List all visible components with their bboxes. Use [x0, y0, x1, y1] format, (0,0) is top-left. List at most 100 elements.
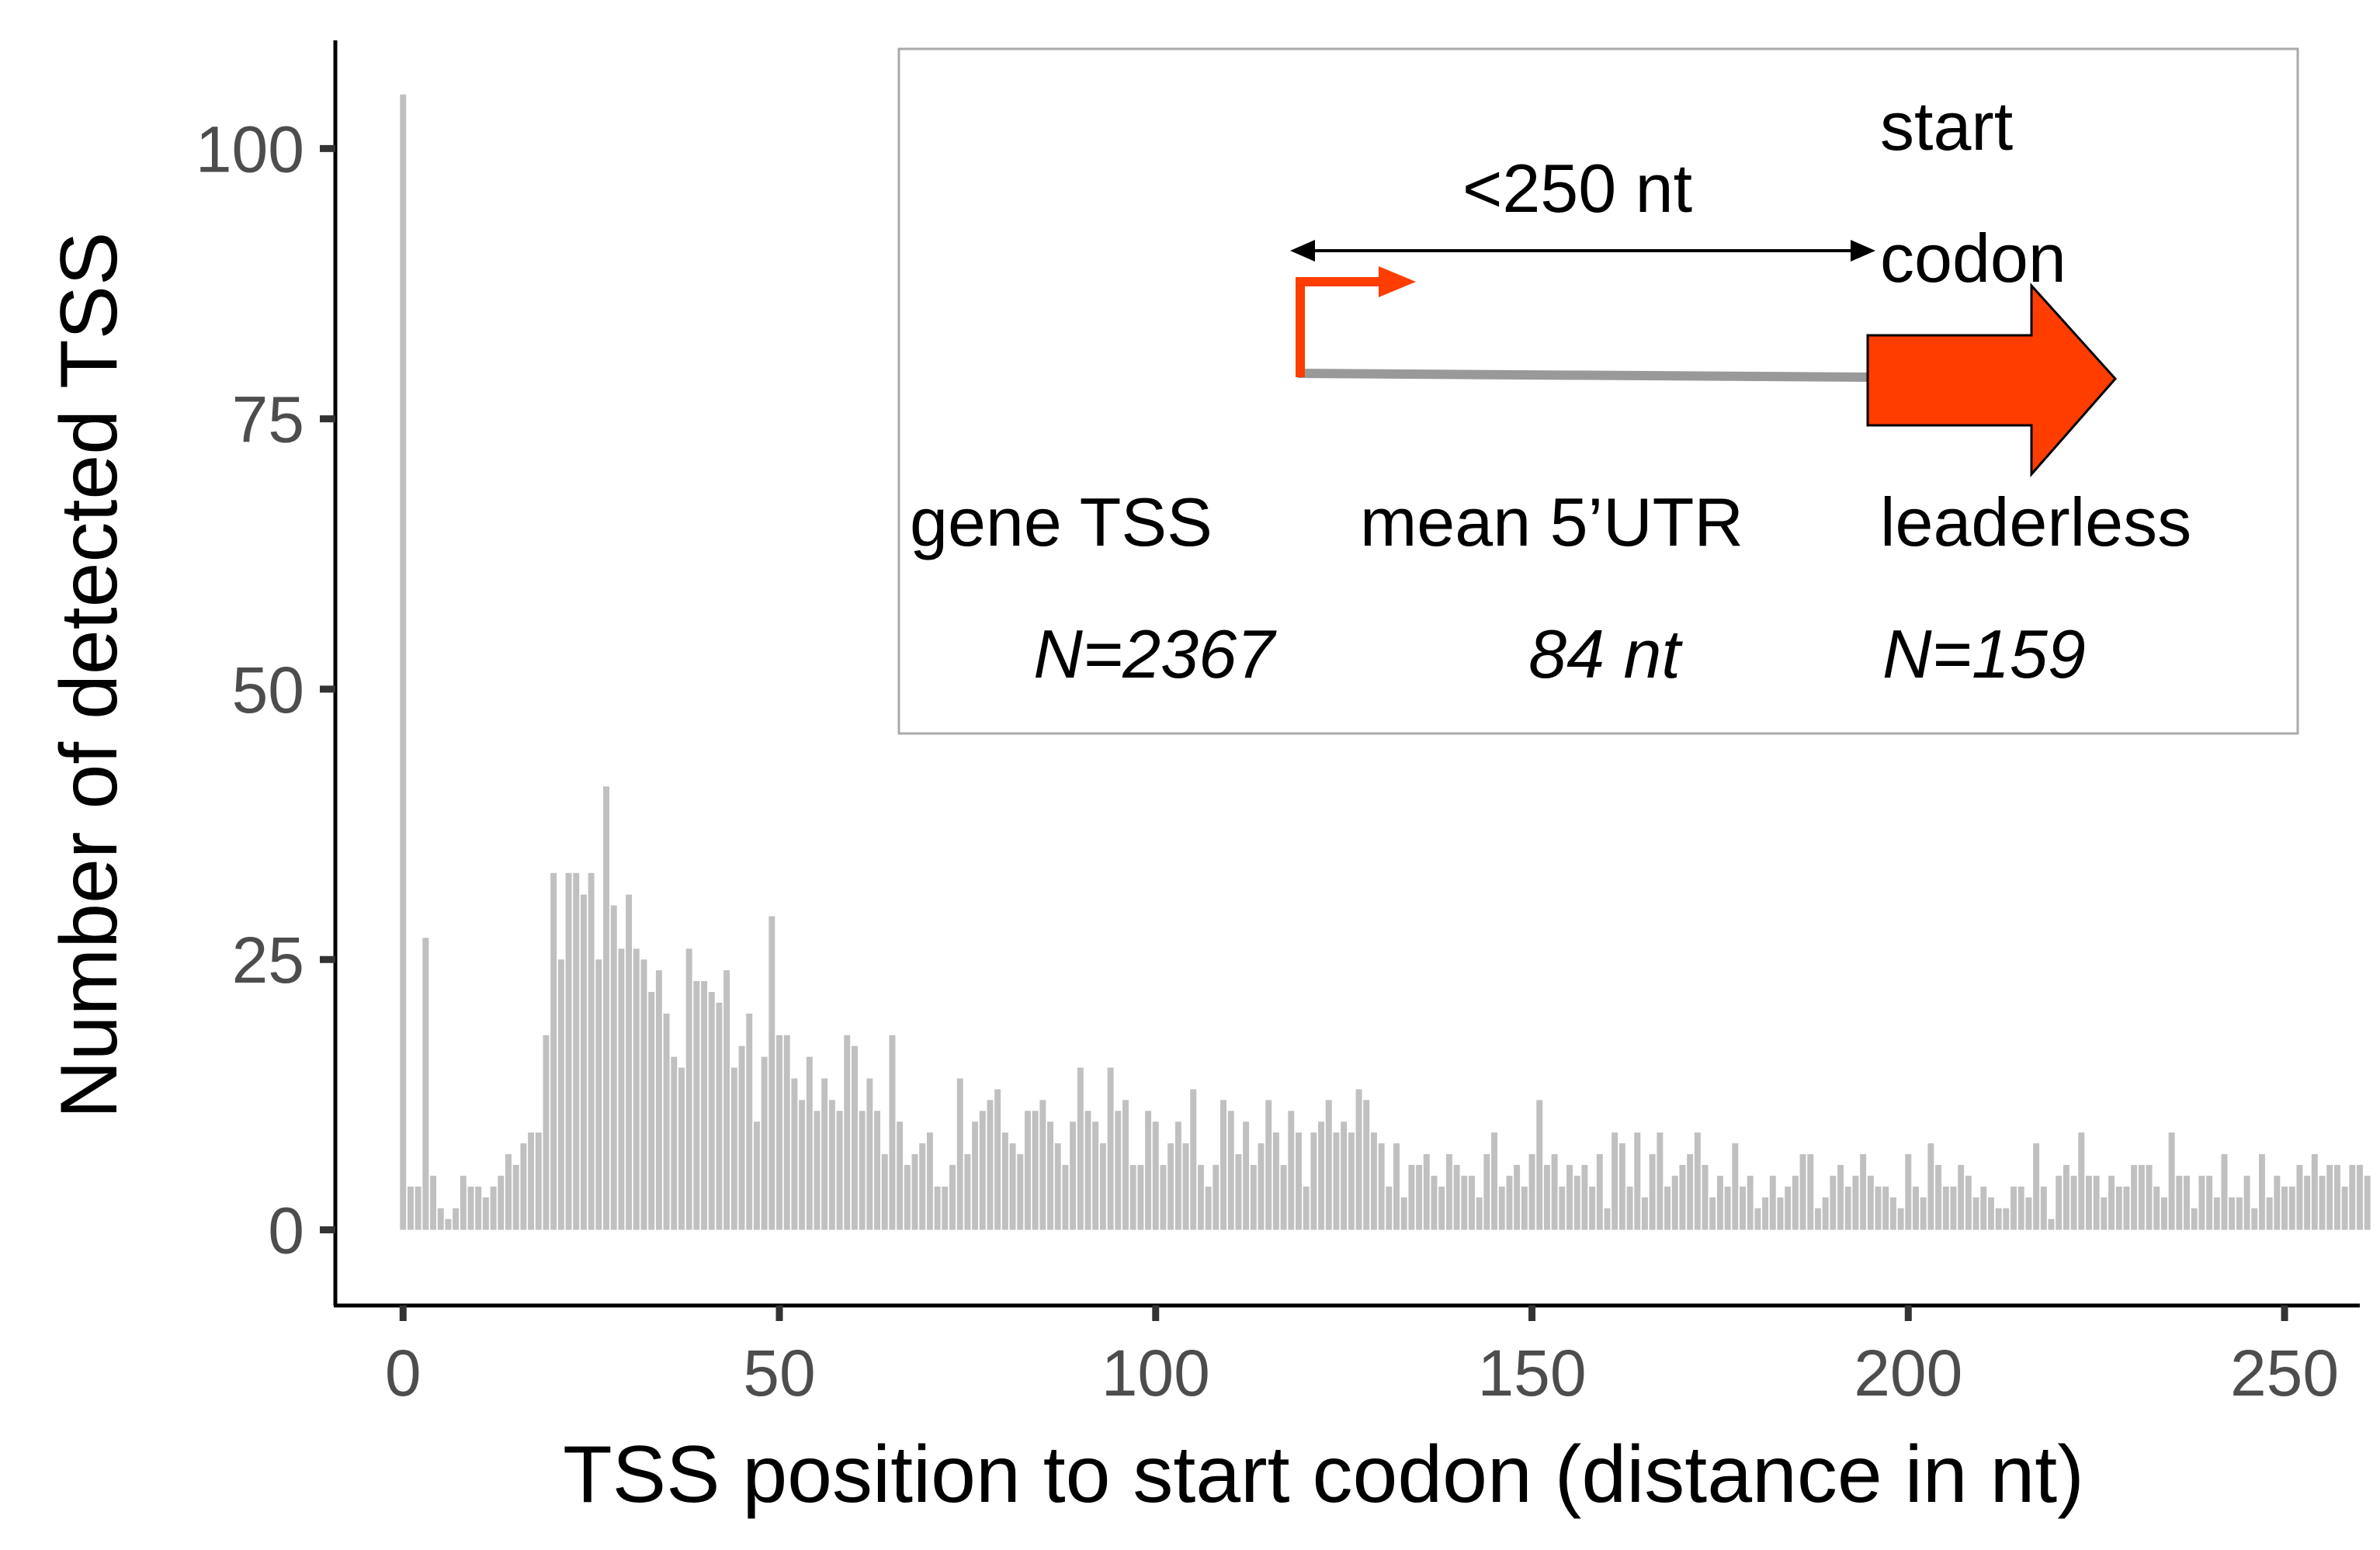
bar [2341, 1186, 2348, 1230]
bar [2206, 1175, 2213, 1230]
bar [1001, 1132, 1008, 1230]
bar [1333, 1132, 1340, 1230]
bar [2033, 1143, 2040, 1230]
bar [1408, 1164, 1415, 1230]
bar [2251, 1208, 2258, 1230]
bar [1325, 1100, 1332, 1230]
bar [422, 938, 429, 1230]
bar [1258, 1143, 1265, 1230]
bar [1596, 1153, 1603, 1230]
bar [2176, 1175, 2183, 1230]
y-tick-label: 100 [196, 113, 304, 186]
bar [874, 1111, 881, 1230]
bar [1288, 1111, 1295, 1230]
bar [1220, 1100, 1226, 1230]
bar [1769, 1175, 1776, 1230]
bar [1958, 1164, 1965, 1230]
bar [1566, 1164, 1573, 1230]
bar [1250, 1164, 1257, 1230]
bar [761, 1056, 768, 1230]
bar [2138, 1164, 2145, 1230]
bar [2184, 1175, 2190, 1230]
bar [2236, 1197, 2243, 1230]
bar [964, 1153, 971, 1230]
bar [1024, 1111, 1031, 1230]
bar [595, 959, 602, 1230]
bar [685, 948, 692, 1230]
bar [979, 1111, 986, 1230]
bar [1724, 1186, 1731, 1230]
bar [1514, 1164, 1521, 1230]
bar [2229, 1197, 2236, 1230]
bar [814, 1111, 821, 1230]
bar [1687, 1153, 1694, 1230]
bar [520, 1143, 527, 1230]
bar [1702, 1164, 1709, 1230]
bar [994, 1089, 1001, 1230]
bar [2063, 1164, 2069, 1230]
bar [1913, 1186, 1919, 1230]
bar [1145, 1111, 1152, 1230]
bar [1905, 1153, 1912, 1230]
bar [1416, 1164, 1423, 1230]
bar [866, 1078, 873, 1230]
bar [1852, 1175, 1859, 1230]
bar [1732, 1143, 1739, 1230]
bar [618, 948, 625, 1230]
bar [626, 894, 633, 1230]
bar [1612, 1132, 1618, 1230]
bar [1785, 1186, 1792, 1230]
bar [2115, 1186, 2122, 1230]
bar [655, 970, 662, 1230]
bar [2198, 1175, 2205, 1230]
bar [1657, 1132, 1664, 1230]
bar [1792, 1175, 1799, 1230]
y-tick-label: 0 [268, 1194, 304, 1267]
bar [1814, 1208, 1821, 1230]
bar [1589, 1186, 1596, 1230]
bar [2243, 1175, 2250, 1230]
bar [2258, 1153, 2265, 1230]
bar [1897, 1208, 1904, 1230]
bar [2333, 1164, 2340, 1230]
bar [1740, 1186, 1746, 1230]
bar [956, 1078, 963, 1230]
bar [1197, 1164, 1204, 1230]
bar [1618, 1143, 1625, 1230]
bar [1423, 1153, 1430, 1230]
bar [1889, 1197, 1896, 1230]
bar [453, 1208, 460, 1230]
bar [1453, 1164, 1460, 1230]
bar [1129, 1164, 1136, 1230]
bar [580, 894, 587, 1230]
bar [919, 1143, 926, 1230]
leaderless-count: N=159 [1882, 615, 2086, 692]
bar [1348, 1132, 1355, 1230]
bar [1062, 1164, 1069, 1230]
bar [1671, 1175, 1678, 1230]
bar [1799, 1153, 1806, 1230]
bar [1469, 1175, 1475, 1230]
bar [648, 991, 655, 1230]
bar [881, 1153, 888, 1230]
bar [768, 916, 775, 1230]
bar [633, 948, 640, 1230]
bar [1341, 1122, 1348, 1230]
bar [1032, 1111, 1039, 1230]
bar [897, 1122, 904, 1230]
bar [2326, 1164, 2333, 1230]
bar [1754, 1208, 1761, 1230]
bar [776, 1035, 782, 1230]
bar [2288, 1186, 2295, 1230]
bar [730, 1067, 737, 1230]
bar [1122, 1100, 1129, 1230]
bar [415, 1186, 422, 1230]
bar [400, 94, 407, 1230]
bar [557, 959, 564, 1230]
bar [1310, 1132, 1317, 1230]
x-ticks: 0 50 100 150 200 250 [385, 1306, 2339, 1410]
bar [1370, 1132, 1377, 1230]
bar [1174, 1122, 1181, 1230]
gene-tss-count: N=2367 [1033, 615, 1277, 692]
